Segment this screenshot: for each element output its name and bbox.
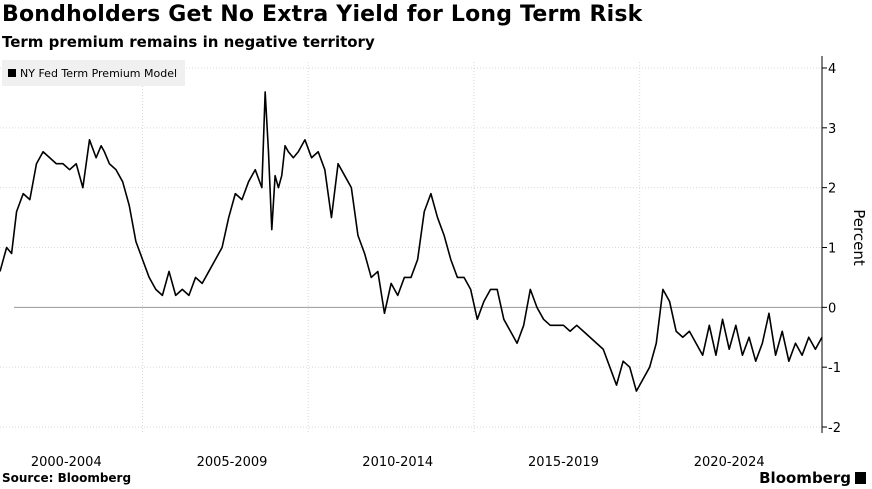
brand-name: Bloomberg: [759, 469, 851, 487]
legend-swatch: [8, 69, 16, 77]
x-tick-label: 2010-2014: [362, 455, 433, 470]
x-axis: 2000-2004 2005-2009 2010-2014 2015-2019 2020…: [31, 455, 765, 470]
y-axis: 4 3 2 1 0 -1 -2 Percent: [821, 56, 868, 436]
x-tick-label: 2020-2024: [694, 455, 765, 470]
series-layer: [0, 91, 823, 392]
x-tick-label: 2005-2009: [197, 455, 268, 470]
x-tick-label: 2015-2019: [528, 455, 599, 470]
y-tick-label: 0: [828, 301, 836, 316]
x-tick-label: 2000-2004: [31, 455, 102, 470]
source-note: Source: Bloomberg: [2, 471, 132, 485]
bloomberg-mark-icon: [855, 472, 866, 484]
legend: NY Fed Term Premium Model: [2, 60, 186, 86]
grid: [0, 62, 822, 433]
y-tick-label: 4: [828, 62, 836, 77]
y-tick-label: 1: [828, 242, 836, 257]
page-subtitle: Term premium remains in negative territo…: [2, 33, 375, 51]
brand-logo: Bloomberg: [759, 469, 866, 487]
page-title: Bondholders Get No Extra Yield for Long …: [2, 2, 643, 27]
y-tick-label: -1: [828, 361, 841, 376]
y-axis-title: Percent: [850, 209, 868, 266]
legend-label: NY Fed Term Premium Model: [20, 66, 178, 80]
y-tick-label: 2: [828, 182, 836, 197]
y-tick-label: 3: [828, 122, 836, 137]
series-line-0: [0, 91, 823, 392]
y-tick-label: -2: [828, 421, 841, 436]
